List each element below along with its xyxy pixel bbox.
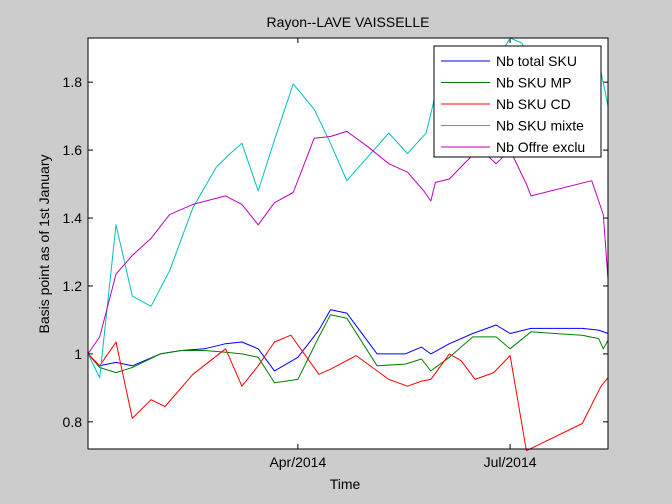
series-line-2 [87,314,609,384]
plot-frame [87,37,609,450]
legend-label-2: Nb SKU MP [496,75,571,91]
y-tick-label: 1.2 [63,278,83,294]
chart-title: Rayon--LAVE VAISSELLE [267,14,430,30]
y-tick-label: 1 [74,346,82,362]
series-line-3 [87,334,609,452]
legend-label-3: Nb SKU CD [496,96,571,112]
y-tick-label: 1.8 [63,74,83,90]
legend-box [433,45,602,158]
axis-ticks: 0.8 1 1.2 1.4 1.6 1.8 Apr/2014 Jul/2014 [63,38,608,470]
legend-label-4: Nb SKU mixte [496,118,584,134]
x-tick-label: Jul/2014 [484,454,537,470]
x-tick-label: Apr/2014 [269,454,326,470]
x-axis-label: Time [330,476,361,492]
y-tick-label: 1.6 [63,142,83,158]
y-tick-label: 0.8 [63,414,83,430]
y-axis-label: Basis point as of 1st January [36,155,52,334]
legend: Nb total SKU Nb SKU MP Nb SKU CD Nb SKU mix… [433,45,602,158]
y-tick-label: 1.4 [63,210,83,226]
legend-label-1: Nb total SKU [496,53,577,69]
legend-label-5: Nb Offre exclu [496,139,585,155]
